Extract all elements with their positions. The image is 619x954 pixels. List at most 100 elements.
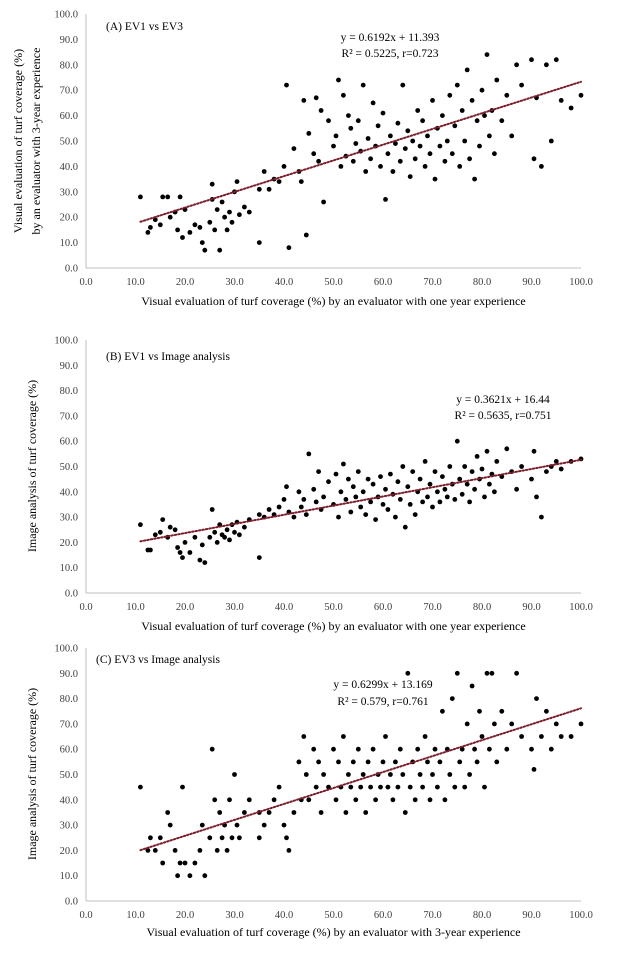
data-point [180, 784, 185, 790]
y-axis-title: Image analysis of turf coverage (%) [25, 380, 39, 552]
data-point [474, 759, 480, 765]
x-tick-label: 30.0 [225, 277, 243, 288]
data-point [145, 230, 151, 235]
data-point [437, 759, 443, 765]
data-point [539, 734, 544, 739]
data-point [370, 100, 376, 106]
data-point [234, 822, 240, 828]
data-point [138, 522, 143, 528]
data-point [422, 459, 428, 464]
data-point [222, 534, 228, 540]
data-point [410, 469, 416, 474]
data-point [417, 772, 423, 777]
data-point [202, 247, 208, 253]
data-point [284, 484, 289, 490]
data-point [175, 873, 181, 879]
data-point [427, 481, 433, 487]
data-point [568, 734, 574, 739]
y-tick-label: 0.0 [65, 264, 78, 275]
data-point [449, 151, 455, 157]
data-point [209, 507, 215, 512]
data-point [291, 146, 297, 152]
data-point [152, 217, 158, 223]
y-tick-label: 30.0 [60, 821, 78, 832]
x-tick-label: 40.0 [275, 277, 293, 288]
data-point [281, 497, 287, 502]
data-point [454, 438, 460, 444]
data-point [492, 489, 497, 495]
data-point [346, 113, 351, 118]
data-point [407, 174, 413, 180]
data-point [422, 734, 428, 739]
data-point [212, 227, 218, 233]
data-point [420, 499, 425, 505]
data-point [380, 502, 386, 507]
x-tick-label: 0.0 [79, 602, 92, 613]
data-point [464, 67, 470, 73]
data-point [430, 504, 435, 510]
data-point [452, 784, 458, 790]
regression-equation: y = 0.6192x + 11.393 [341, 32, 440, 44]
data-point [472, 486, 477, 492]
data-point [355, 746, 361, 752]
data-point [242, 204, 247, 210]
x-tick-label: 10.0 [126, 910, 144, 921]
data-point [447, 92, 453, 98]
data-point [348, 784, 354, 790]
data-point [358, 784, 364, 790]
y-tick-label: 50.0 [60, 770, 78, 781]
data-point [296, 759, 302, 765]
x-tick-label: 80.0 [473, 910, 491, 921]
chart-panel-c: 0.0 10.0 20.0 30.0 40.0 50.0 60.0 70.0 80.0 90.0 1… [25, 644, 593, 940]
data-point [343, 497, 349, 502]
data-point [276, 784, 282, 790]
x-axis-title: Visual evaluation of turf coverage (%) b… [141, 619, 525, 633]
data-point [487, 746, 492, 752]
data-point [494, 459, 500, 464]
y-axis-title: Image analysis of turf coverage (%) [25, 688, 39, 860]
data-point [207, 534, 213, 540]
data-point [301, 734, 307, 739]
data-point [432, 176, 438, 182]
data-point [360, 489, 366, 495]
data-point [405, 128, 411, 134]
data-point [187, 230, 193, 235]
data-point [182, 860, 188, 866]
data-point [412, 512, 418, 517]
panel-label: (A) EV1 vs EV3 [106, 21, 183, 33]
data-point [539, 164, 544, 169]
data-point [432, 469, 438, 474]
data-point [333, 797, 339, 803]
data-point [214, 207, 220, 213]
data-point [266, 186, 272, 192]
x-tick-label: 60.0 [374, 602, 392, 613]
y-tick-label: 100.0 [54, 10, 78, 21]
data-point [420, 784, 425, 790]
data-point [187, 550, 193, 555]
data-point [474, 118, 480, 124]
data-point [192, 222, 198, 228]
data-point [160, 860, 166, 866]
data-point [256, 512, 262, 517]
data-point [479, 466, 485, 472]
data-point [321, 199, 326, 205]
data-point [256, 555, 262, 560]
data-point [157, 222, 163, 228]
data-point [373, 517, 378, 522]
data-point [415, 746, 421, 752]
y-tick-label: 70.0 [60, 411, 78, 422]
data-point [380, 759, 386, 765]
data-point [214, 848, 220, 853]
data-point [298, 504, 304, 510]
x-tick-label: 60.0 [374, 910, 392, 921]
data-point [177, 550, 183, 555]
x-tick-label: 100.0 [569, 277, 593, 288]
data-point [237, 835, 242, 841]
data-point [487, 481, 492, 487]
data-point [395, 784, 401, 790]
data-points [138, 670, 584, 879]
data-point [410, 138, 416, 144]
data-point [454, 82, 460, 88]
data-point [444, 138, 450, 144]
data-point [452, 497, 458, 502]
